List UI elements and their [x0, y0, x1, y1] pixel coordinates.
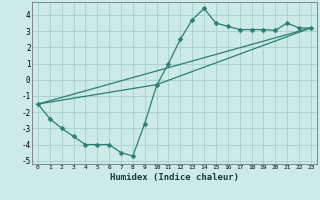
X-axis label: Humidex (Indice chaleur): Humidex (Indice chaleur) [110, 173, 239, 182]
